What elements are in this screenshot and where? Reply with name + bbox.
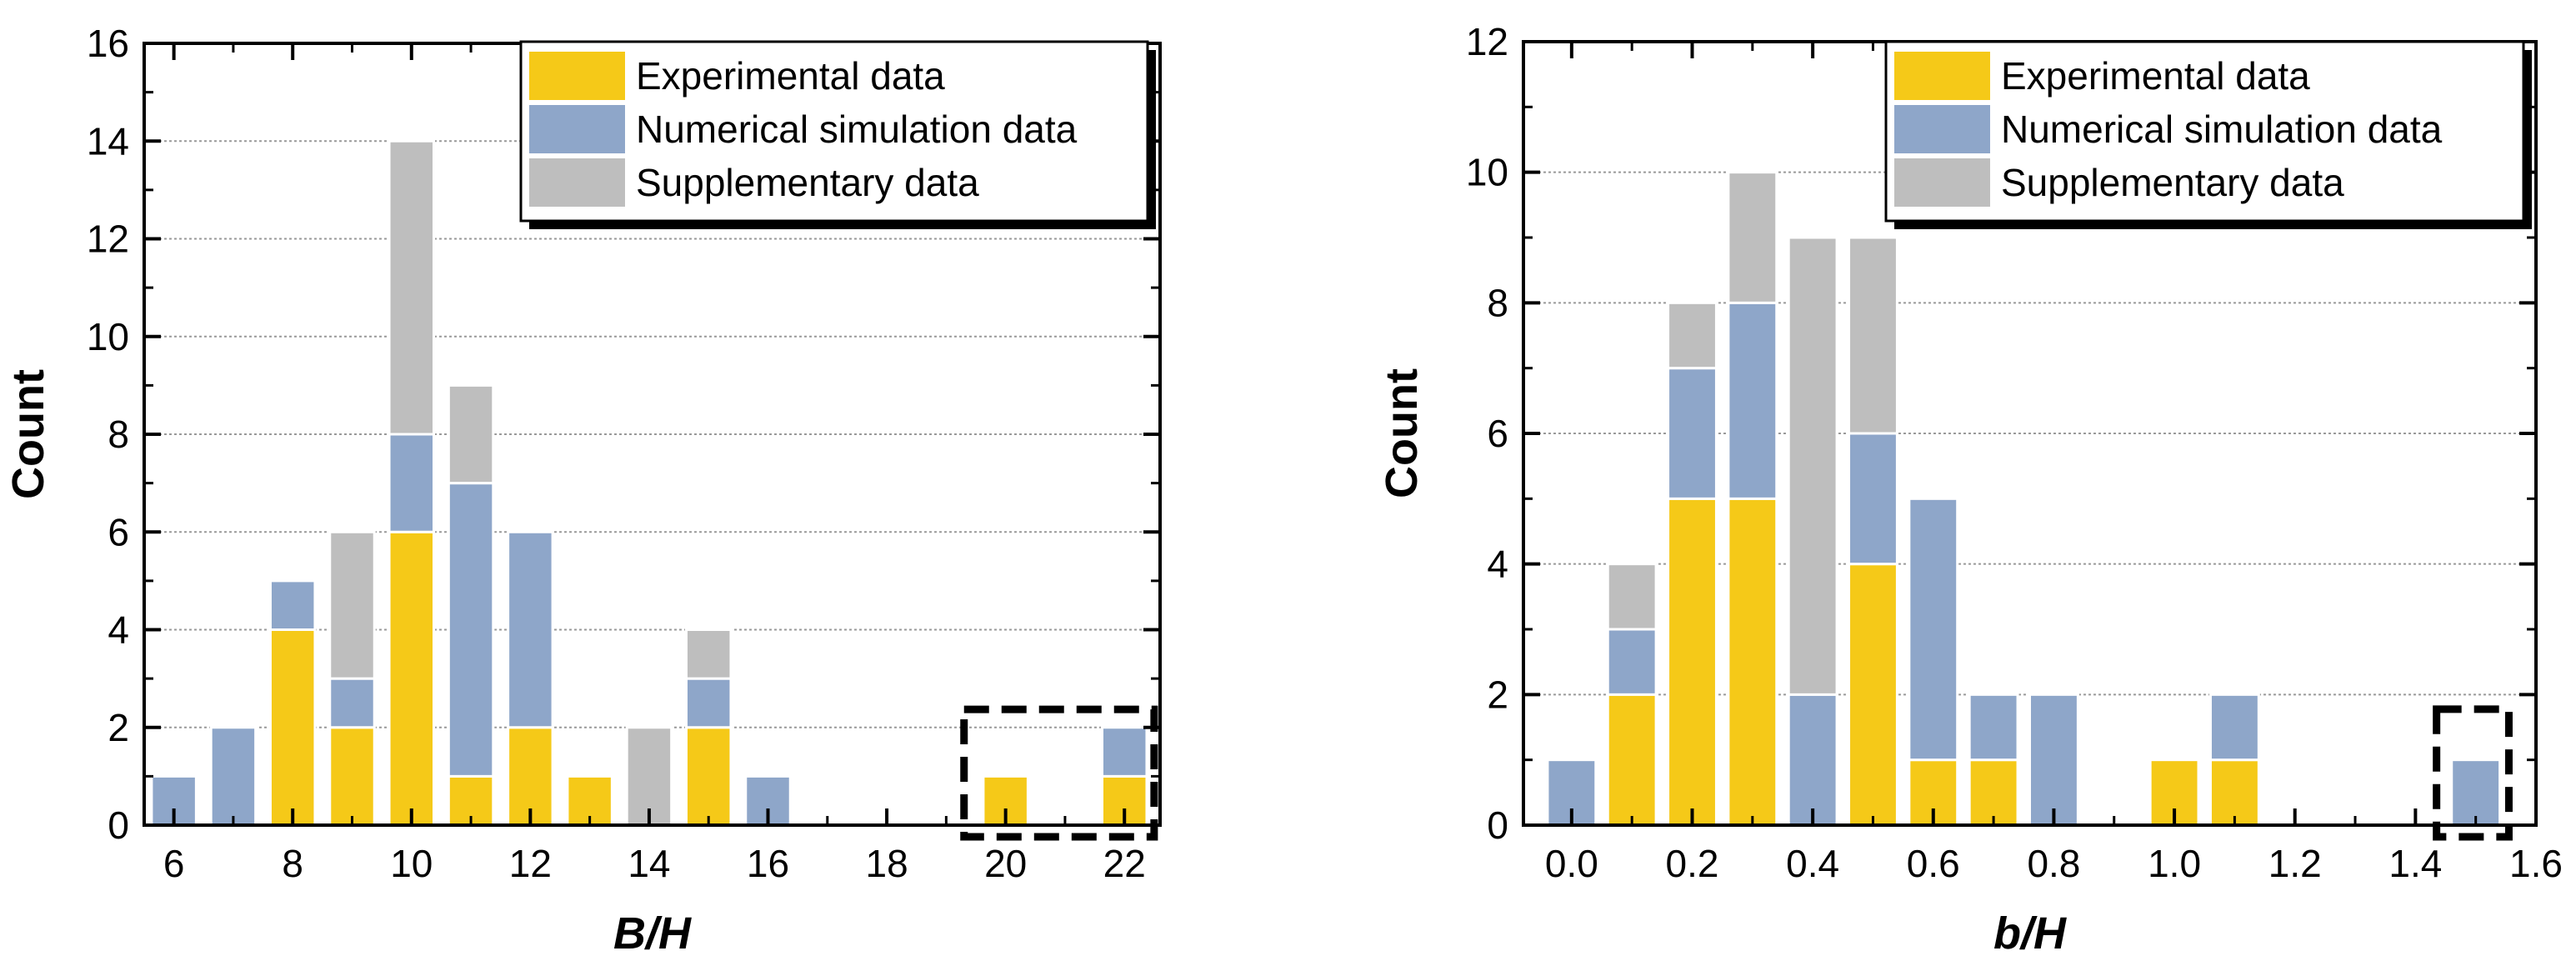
- bar-numerical-segment: [684, 677, 733, 729]
- legend-swatch-numerical: [529, 105, 625, 153]
- legend-swatch-numerical: [1894, 105, 1990, 153]
- bar-numerical-segment: [1667, 367, 1718, 500]
- x-tick-label: 18: [865, 842, 908, 885]
- legend-swatch-supplementary: [1894, 158, 1990, 207]
- bar-experimental-segment: [2208, 758, 2260, 827]
- bar-numerical-segment: [1848, 432, 1898, 566]
- y-tick-label: 8: [108, 413, 129, 456]
- legend-label-experimental: Experimental data: [2001, 54, 2310, 98]
- bar-supplementary-segment: [328, 530, 376, 680]
- x-tick-label: 1.4: [2388, 842, 2442, 885]
- bar-experimental-segment: [1968, 758, 2019, 827]
- bar-experimental-segment: [1727, 497, 1778, 827]
- bar-numerical-segment: [507, 530, 554, 729]
- legend: Experimental data Numerical simulation da…: [519, 40, 1156, 229]
- bar-numerical-segment: [2028, 693, 2079, 827]
- highlight-dashed-box: [960, 705, 1158, 841]
- y-tick-label: 14: [87, 119, 129, 163]
- highlight-dashed-box: [2433, 705, 2513, 841]
- x-tick-label: 22: [1103, 842, 1146, 885]
- legend-swatch-experimental: [1894, 52, 1990, 100]
- legend-label-numerical: Numerical simulation data: [636, 108, 1078, 151]
- bar-supplementary-segment: [1787, 236, 1838, 696]
- legend-label-experimental: Experimental data: [636, 54, 945, 98]
- bar-experimental-segment: [1606, 693, 1658, 827]
- bar-experimental-segment: [1667, 497, 1718, 827]
- bar-experimental-segment: [388, 530, 436, 827]
- y-tick-label: 4: [108, 608, 129, 652]
- bar-numerical-segment: [209, 726, 258, 827]
- left-panel-histogram: 0 2 4 6 8 10 12 14 16 6 8 10 12 14 16 18 20 22 B/H Count Exp…: [3, 22, 1162, 958]
- bar-numerical-segment: [447, 482, 495, 778]
- y-tick-label: 0: [108, 803, 129, 847]
- x-tick-label: 8: [282, 842, 303, 885]
- x-tick-label: 1.0: [2148, 842, 2201, 885]
- x-tick-label: 0.0: [1545, 842, 1598, 885]
- bar-numerical-segment: [2450, 758, 2502, 827]
- bar-numerical-segment: [268, 579, 317, 631]
- legend-swatch-experimental: [529, 52, 625, 100]
- x-axis-title: b/H: [1993, 908, 2067, 958]
- y-axis-title: Count: [3, 369, 53, 499]
- bar-numerical-segment: [1787, 693, 1838, 827]
- bar-numerical-segment: [1100, 726, 1148, 778]
- y-tick-label: 12: [87, 218, 129, 261]
- bar-numerical-segment: [388, 433, 436, 533]
- y-tick-label: 2: [108, 706, 129, 749]
- right-panel-histogram: 0 2 4 6 8 10 12 0.0 0.2 0.4 0.6 0.8 1.0 1.2 1.4 1.6 b/H C…: [1377, 20, 2563, 958]
- x-tick-label: 0.4: [1786, 842, 1839, 885]
- bar-numerical-segment: [1606, 628, 1658, 696]
- bar-numerical-segment: [2208, 693, 2260, 762]
- bar-supplementary-segment: [1848, 236, 1898, 435]
- y-tick-label: 2: [1487, 673, 1508, 716]
- legend-label-supplementary: Supplementary data: [2001, 161, 2344, 204]
- bar-supplementary-segment: [1727, 171, 1778, 304]
- x-tick-label: 16: [747, 842, 789, 885]
- x-tick-label: 14: [628, 842, 670, 885]
- y-tick-label: 6: [1487, 412, 1508, 455]
- bar-numerical-segment: [1968, 693, 2019, 762]
- bar-numerical-segment: [328, 677, 376, 729]
- bar-experimental-segment: [684, 726, 733, 827]
- legend: Experimental data Numerical simulation da…: [1884, 40, 2532, 229]
- x-tick-label: 0.8: [2027, 842, 2080, 885]
- bar-supplementary-segment: [1667, 301, 1718, 370]
- legend-box: [1884, 40, 2525, 223]
- x-tick-label: 20: [984, 842, 1027, 885]
- bar-experimental-segment: [268, 628, 317, 827]
- y-tick-label: 0: [1487, 803, 1508, 847]
- bar-supplementary-segment: [447, 383, 495, 485]
- x-tick-label: 1.2: [2268, 842, 2322, 885]
- x-tick-label: 0.6: [1907, 842, 1960, 885]
- x-tick-label: 6: [163, 842, 185, 885]
- y-tick-label: 16: [87, 22, 129, 65]
- bar-supplementary-segment: [1606, 563, 1658, 631]
- x-tick-label: 10: [390, 842, 433, 885]
- y-tick-label: 6: [108, 510, 129, 553]
- legend-label-supplementary: Supplementary data: [636, 161, 979, 204]
- bar-supplementary-segment: [684, 628, 733, 680]
- bar-numerical-segment: [1908, 497, 1959, 762]
- x-tick-label: 0.2: [1666, 842, 1719, 885]
- bar-numerical-segment: [1727, 301, 1778, 500]
- bar-experimental-segment: [1848, 563, 1898, 827]
- y-tick-label: 8: [1487, 281, 1508, 324]
- bar-experimental-segment: [328, 726, 376, 827]
- legend-swatch-supplementary: [529, 158, 625, 207]
- legend-label-numerical: Numerical simulation data: [2001, 108, 2443, 151]
- y-tick-label: 10: [87, 315, 129, 358]
- x-tick-label: 12: [509, 842, 552, 885]
- y-tick-label: 4: [1487, 543, 1508, 586]
- legend-box: [519, 40, 1149, 223]
- x-axis-title: B/H: [613, 908, 692, 958]
- y-tick-label: 10: [1466, 151, 1508, 194]
- x-tick-label: 1.6: [2509, 842, 2563, 885]
- bar-supplementary-segment: [388, 139, 436, 436]
- y-axis-title: Count: [1377, 368, 1427, 498]
- y-tick-label: 12: [1466, 20, 1508, 63]
